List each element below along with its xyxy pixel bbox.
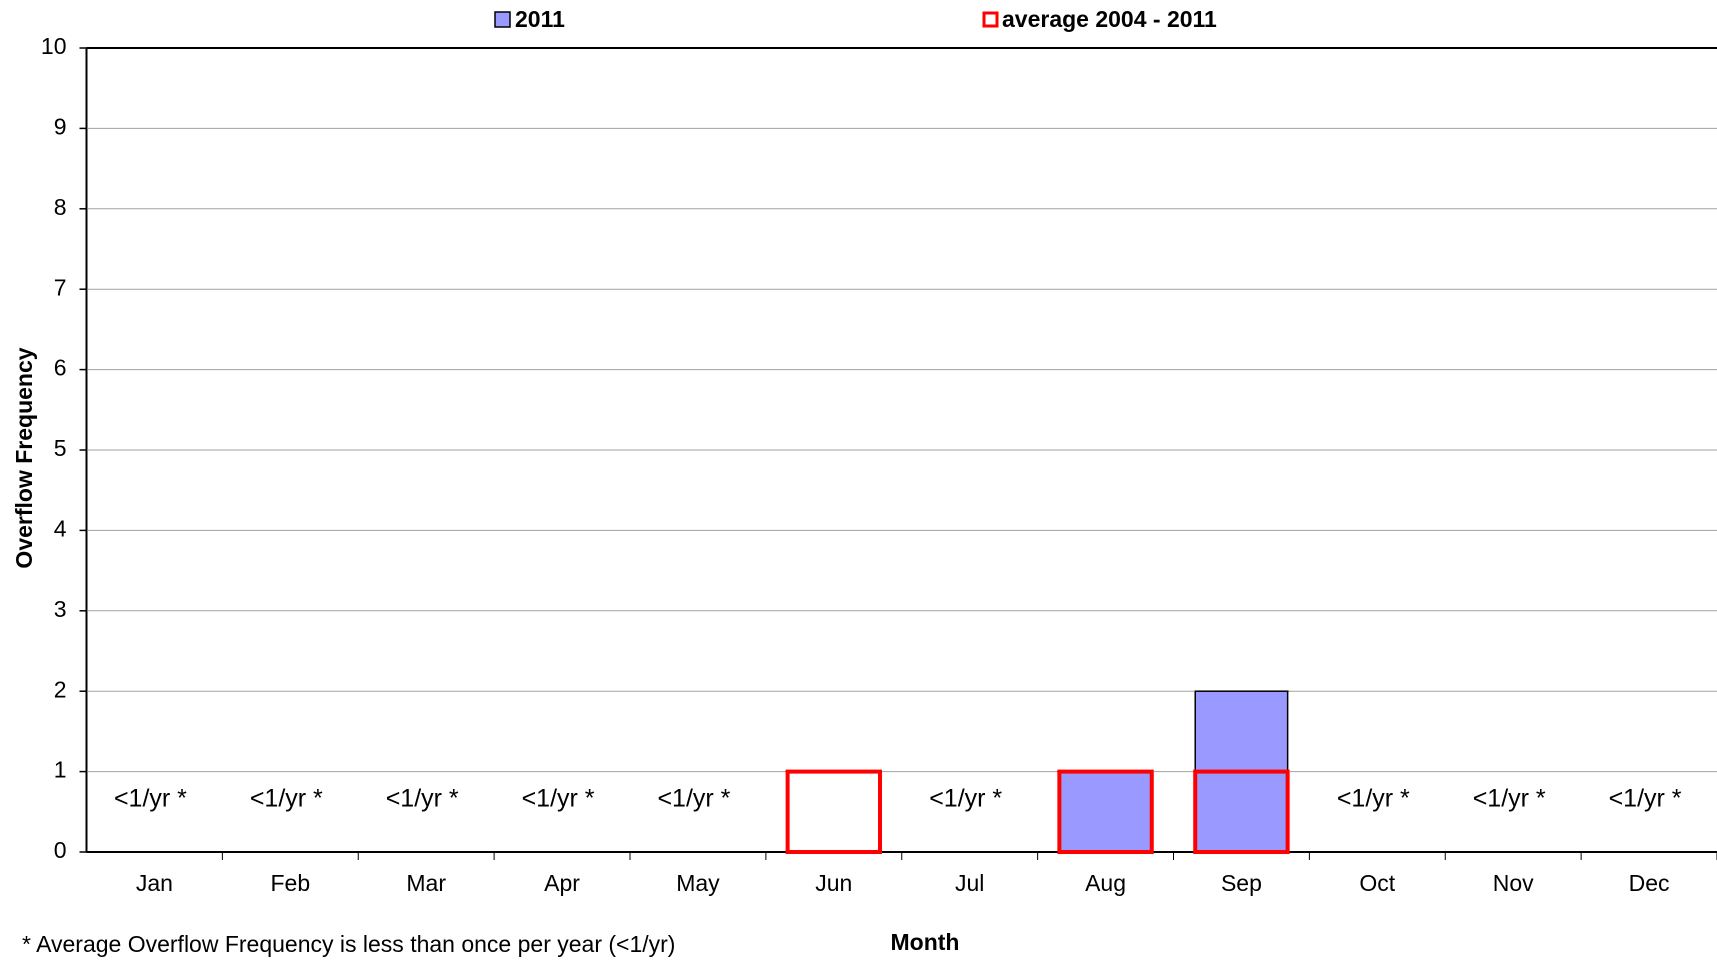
y-tick-label: 8 (54, 194, 67, 220)
month-note: <1/yr * (522, 785, 595, 813)
x-tick-label: Dec (1629, 870, 1670, 896)
y-axis-title: Overflow Frequency (11, 347, 37, 568)
footnote: * Average Overflow Frequency is less tha… (22, 931, 675, 957)
y-tick-label: 9 (54, 113, 67, 139)
x-tick-label: May (676, 870, 720, 896)
y-tick-label: 7 (54, 274, 67, 300)
month-note: <1/yr * (657, 785, 730, 813)
legend-label: 2011 (515, 6, 565, 32)
legend-swatch (494, 11, 511, 28)
y-tick-label: 1 (54, 757, 67, 783)
y-tick-label: 3 (54, 596, 67, 622)
y-tick-label: 2 (54, 676, 67, 702)
y-tick-label: 0 (54, 837, 67, 863)
x-tick-label: Jul (955, 870, 984, 896)
legend-swatch (982, 11, 999, 28)
x-tick-label: Jan (136, 870, 173, 896)
x-tick-label: Jun (815, 870, 852, 896)
bar (1058, 770, 1153, 853)
month-note: <1/yr * (1473, 785, 1546, 813)
x-tick-label: Aug (1085, 870, 1126, 896)
y-tick-label: 6 (54, 355, 67, 381)
x-tick-label: Mar (406, 870, 446, 896)
month-note: <1/yr * (386, 785, 459, 813)
x-tick-label: Nov (1493, 870, 1534, 896)
month-note: <1/yr * (114, 785, 187, 813)
x-tick-label: Sep (1221, 870, 1262, 896)
x-axis-title: Month (891, 929, 960, 955)
month-note: <1/yr * (1337, 785, 1410, 813)
bar (785, 769, 883, 854)
bar (1057, 769, 1154, 854)
month-note: <1/yr * (929, 785, 1002, 813)
legend-label: average 2004 - 2011 (1002, 6, 1217, 32)
y-tick-label: 10 (41, 33, 67, 59)
month-note: <1/yr * (250, 785, 323, 813)
x-tick-label: Oct (1359, 870, 1395, 896)
month-note: <1/yr * (1609, 785, 1682, 813)
bar (1193, 769, 1290, 854)
y-tick-label: 4 (54, 515, 67, 541)
y-tick-label: 5 (54, 435, 67, 461)
x-tick-label: Feb (270, 870, 310, 896)
x-tick-label: Apr (544, 870, 580, 896)
